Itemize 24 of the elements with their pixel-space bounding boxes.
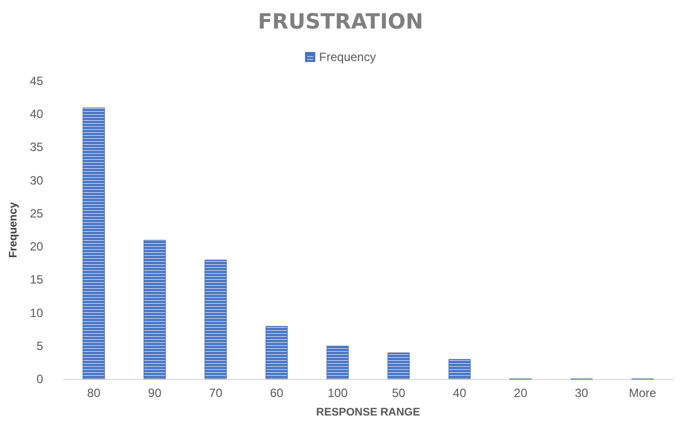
legend-label: Frequency bbox=[319, 50, 376, 64]
x-tick-label: 40 bbox=[452, 386, 467, 400]
y-tick-label: 45 bbox=[30, 74, 44, 88]
y-tick-label: 35 bbox=[30, 140, 44, 154]
y-tick-label: 10 bbox=[30, 306, 44, 320]
x-tick-label: 50 bbox=[392, 386, 406, 400]
y-tick-label: 15 bbox=[30, 272, 44, 287]
y-tick-label: 40 bbox=[30, 107, 44, 122]
y-tick-label: 25 bbox=[30, 206, 44, 220]
y-tick-label: 0 bbox=[36, 372, 44, 386]
chart-title: FRUSTRATION bbox=[258, 10, 424, 34]
x-tick-label: 30 bbox=[574, 386, 589, 400]
y-tick-label: 20 bbox=[30, 240, 44, 254]
x-axis-title: RESPONSE RANGE bbox=[316, 406, 420, 418]
x-tick-label: More bbox=[628, 386, 657, 400]
x-tick-label: 90 bbox=[148, 386, 162, 400]
x-tick-label: 60 bbox=[270, 386, 284, 400]
x-tick-label: 100 bbox=[328, 386, 348, 400]
x-tick-label: 20 bbox=[514, 386, 528, 400]
y-axis-title: Frequency bbox=[8, 201, 20, 258]
y-tick-label: 5 bbox=[36, 338, 44, 353]
y-tick-label: 30 bbox=[30, 173, 44, 188]
x-tick-label: 80 bbox=[87, 386, 101, 400]
x-tick-label: 70 bbox=[209, 386, 223, 400]
